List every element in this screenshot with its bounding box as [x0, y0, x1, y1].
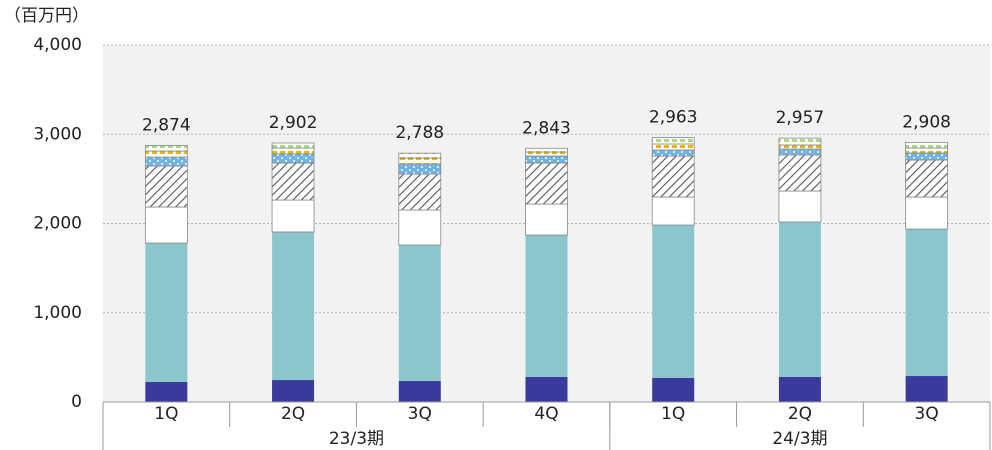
bar-segment — [778, 144, 822, 150]
x-tick-label: 1Q — [661, 404, 685, 424]
bar-segment — [398, 381, 441, 402]
bar-segment — [144, 206, 188, 244]
y-tick-label: 1,000 — [33, 303, 82, 323]
total-label: 2,908 — [902, 112, 951, 132]
bar-segment — [905, 229, 948, 377]
bar-segment — [652, 225, 695, 378]
bar-segment — [271, 147, 315, 155]
y-unit: （百万円） — [4, 6, 89, 26]
bar-segment — [525, 155, 568, 164]
bar-segment — [778, 148, 822, 156]
x-tick-label: 2Q — [788, 404, 812, 424]
bar-segment — [651, 149, 695, 157]
bar-segment — [398, 152, 442, 159]
bar-segment — [398, 245, 441, 382]
bar-segment — [271, 199, 315, 233]
total-label: 2,902 — [269, 113, 318, 133]
total-label: 2,788 — [395, 123, 444, 143]
bar-segment — [525, 162, 568, 205]
bar-segment — [905, 159, 949, 198]
bar-segment — [525, 235, 568, 378]
bar-segment — [144, 165, 188, 208]
bar-segment — [271, 142, 315, 149]
bar-segment — [905, 196, 949, 230]
bar-segment — [271, 162, 315, 201]
total-label: 2,874 — [142, 115, 191, 135]
bar-segment — [272, 380, 315, 402]
bar-segment — [778, 137, 822, 146]
bar-segment — [144, 156, 188, 167]
bar-segment — [525, 377, 568, 402]
x-tick-label: 2Q — [281, 404, 305, 424]
bar-segment — [651, 196, 695, 226]
x-tick-label: 3Q — [408, 404, 432, 424]
group-label: 23/3期 — [329, 429, 384, 449]
bar-segment — [398, 163, 442, 175]
y-tick-label: 0 — [71, 392, 82, 412]
bar-segment — [905, 152, 949, 161]
bar-segment — [905, 147, 949, 154]
bar-segment — [145, 382, 188, 402]
bar-segment — [778, 377, 821, 402]
bar-segment — [272, 231, 315, 381]
group-label: 24/3期 — [772, 429, 827, 449]
x-tick-label: 4Q — [534, 404, 558, 424]
bar-segment — [145, 243, 188, 383]
bar-segment — [778, 221, 821, 378]
x-tick-label: 1Q — [154, 404, 178, 424]
y-tick-label: 2,000 — [33, 214, 82, 234]
total-label: 2,843 — [522, 118, 571, 138]
bar-segment — [271, 153, 315, 164]
bar-segment — [651, 155, 695, 198]
y-tick-label: 3,000 — [33, 124, 82, 144]
bar-segment — [525, 147, 568, 153]
bar-segment — [398, 173, 442, 211]
bar-segment — [651, 137, 695, 145]
bar-segment — [651, 143, 695, 151]
bar-segment — [398, 209, 442, 246]
bar-segment — [525, 151, 568, 157]
y-tick-label: 4,000 — [33, 35, 82, 55]
bar-segment — [778, 190, 822, 223]
bar-segment — [144, 145, 188, 152]
bar-segment — [525, 203, 568, 236]
bar-segment — [652, 377, 695, 402]
bar-segment — [905, 376, 948, 402]
total-label: 2,963 — [649, 108, 698, 128]
total-label: 2,957 — [776, 108, 825, 128]
x-tick-label: 3Q — [915, 404, 939, 424]
bar-segment — [905, 142, 949, 149]
bar-segment — [778, 154, 822, 192]
bar-segment — [144, 150, 188, 158]
bar-segment — [398, 157, 442, 165]
